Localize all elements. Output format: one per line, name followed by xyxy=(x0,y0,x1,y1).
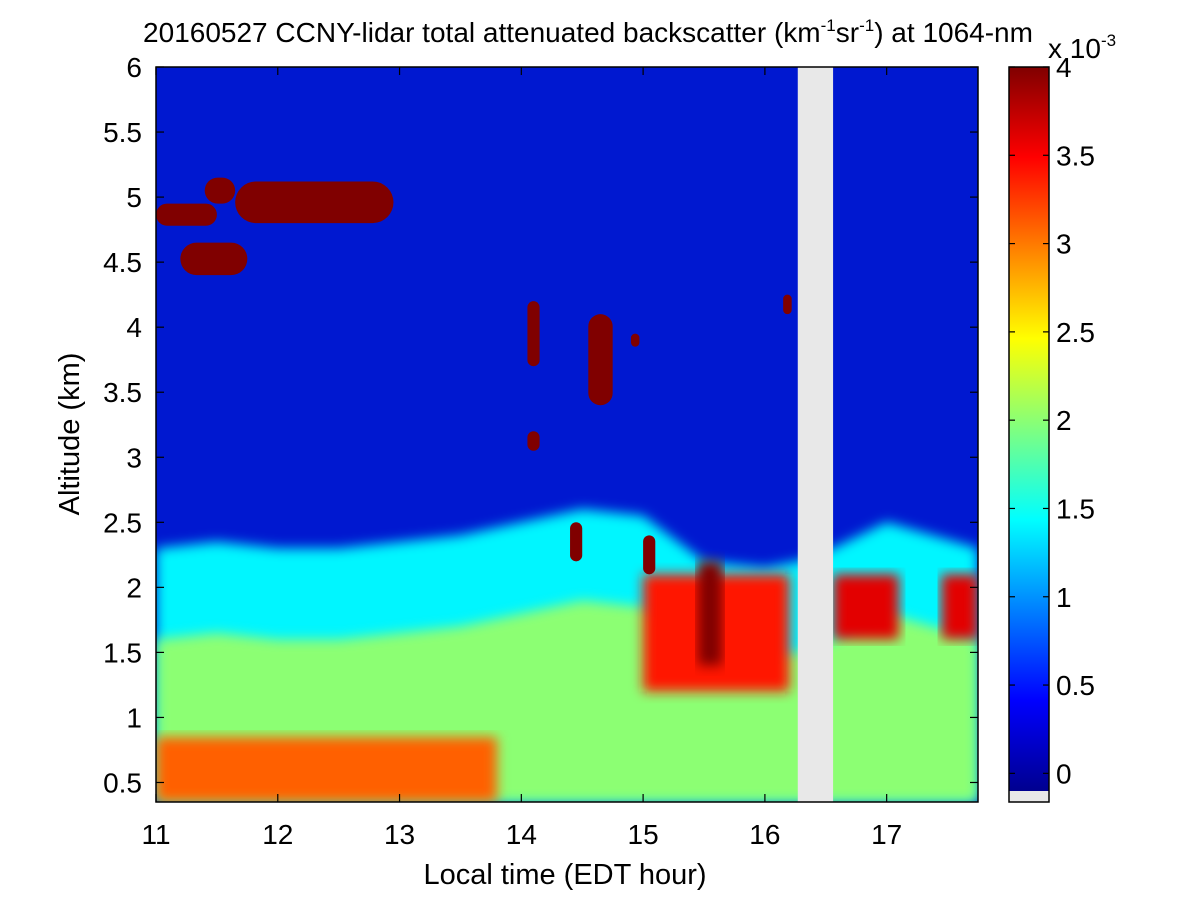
colorbar-tick-label: 0.5 xyxy=(1056,670,1095,701)
chart-title: 20160527 CCNY-lidar total attenuated bac… xyxy=(143,16,1033,48)
y-axis-label: Altitude (km) xyxy=(54,353,86,516)
colorbar-tick-label: 1 xyxy=(1056,582,1072,613)
colorbar-multiplier: x 10-3 xyxy=(1048,31,1116,64)
x-tick-label: 11 xyxy=(141,819,170,850)
data-gap xyxy=(797,67,834,802)
colorbar: 0 0.5 1 1.5 2 2.5 3 3.5 4 x 10-3 xyxy=(1008,31,1116,803)
colorbar-tick-label: 4 xyxy=(1056,52,1072,83)
x-axis-label: Local time (EDT hour) xyxy=(423,859,706,891)
cloud-layer xyxy=(527,301,540,367)
strong-aerosol-region xyxy=(156,736,497,802)
colorbar-under-color xyxy=(1009,791,1049,802)
colorbar-tick-label: 2.5 xyxy=(1056,317,1095,348)
y-tick-label: 6 xyxy=(126,52,142,83)
y-tick-label: 1.5 xyxy=(103,637,142,668)
y-tick-label: 3.5 xyxy=(103,377,142,408)
colorbar-tick-label: 0 xyxy=(1056,758,1072,789)
plot-frame xyxy=(155,66,979,803)
colorbar-tick-label: 3.5 xyxy=(1056,140,1095,171)
y-tick-label: 5 xyxy=(126,182,142,213)
strong-aerosol-region xyxy=(833,574,899,640)
y-axis-ticks: 0.5 1 1.5 2 2.5 3 3.5 4 4.5 5 5.5 6 xyxy=(103,52,978,798)
cloud-layer xyxy=(643,535,656,575)
x-axis-ticks: 11 12 13 14 15 16 17 xyxy=(141,67,902,850)
y-tick-label: 4 xyxy=(126,312,142,343)
y-tick-label: 4.5 xyxy=(103,247,142,278)
cloud-layer xyxy=(570,522,583,562)
colorbar-gradient xyxy=(1009,67,1049,791)
cloud-layer xyxy=(527,431,540,451)
x-tick-label: 13 xyxy=(384,819,415,850)
colorbar-frame xyxy=(1008,66,1050,803)
cloud-layer xyxy=(588,314,613,406)
heatmap-plot-area xyxy=(156,67,978,802)
y-tick-label: 2.5 xyxy=(103,507,142,538)
colorbar-tick-label: 1.5 xyxy=(1056,493,1095,524)
x-tick-label: 12 xyxy=(262,819,293,850)
cloud-layer xyxy=(180,242,248,276)
colorbar-tick-label: 2 xyxy=(1056,405,1072,436)
x-tick-label: 14 xyxy=(506,819,537,850)
x-tick-label: 15 xyxy=(628,819,659,850)
y-tick-label: 5.5 xyxy=(103,117,142,148)
colorbar-ticks: 0 0.5 1 1.5 2 2.5 3 3.5 4 xyxy=(1009,52,1095,789)
x-tick-label: 16 xyxy=(749,819,780,850)
x-tick-label: 17 xyxy=(871,819,902,850)
y-tick-label: 0.5 xyxy=(103,767,142,798)
y-tick-label: 2 xyxy=(126,572,142,603)
cloud-layer xyxy=(783,294,792,315)
cloud-layer xyxy=(156,203,217,226)
cloud-layer xyxy=(630,333,640,347)
cloud-layer xyxy=(204,177,236,204)
y-tick-label: 3 xyxy=(126,442,142,473)
colorbar-tick-label: 3 xyxy=(1056,229,1072,260)
y-tick-label: 1 xyxy=(126,702,142,733)
strong-aerosol-region xyxy=(941,574,978,640)
strong-aerosol-region xyxy=(697,561,723,666)
cloud-layer xyxy=(235,181,394,224)
